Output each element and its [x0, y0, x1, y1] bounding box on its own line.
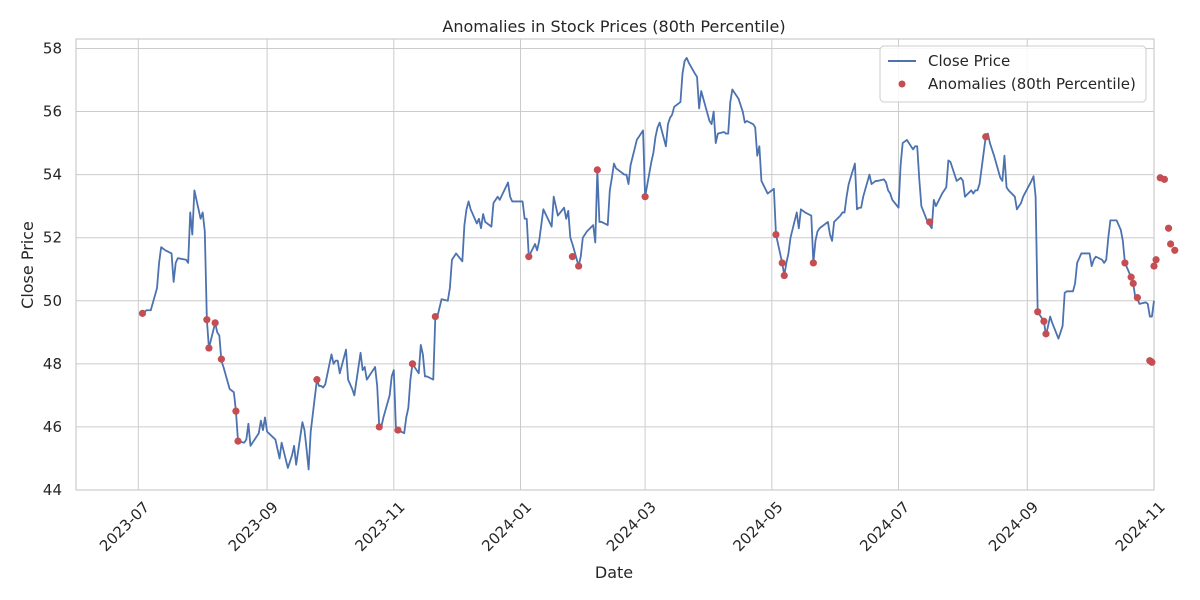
y-axis-title: Close Price — [18, 221, 37, 309]
anomaly-point — [375, 423, 383, 431]
anomaly-point — [809, 259, 817, 267]
anomaly-point — [1133, 294, 1141, 302]
x-tick-label: 2023-09 — [225, 498, 282, 555]
legend-label-anomalies: Anomalies (80th Percentile) — [928, 75, 1136, 93]
y-tick-label: 56 — [43, 103, 62, 121]
anomaly-point — [1148, 358, 1156, 366]
legend-label-close-price: Close Price — [928, 52, 1010, 70]
y-tick-label: 54 — [43, 166, 62, 184]
x-tick-label: 2024-11 — [1112, 498, 1169, 555]
anomaly-point — [234, 437, 242, 445]
x-tick-label: 2024-03 — [603, 498, 660, 555]
anomaly-point — [593, 166, 601, 174]
x-tick-label: 2024-01 — [478, 498, 535, 555]
anomaly-point — [217, 355, 225, 363]
anomaly-point — [780, 271, 788, 280]
close-price-line — [141, 57, 1155, 471]
anomaly-point — [232, 407, 240, 415]
anomaly-point — [394, 426, 402, 434]
legend: Close Price Anomalies (80th Percentile) — [879, 45, 1147, 103]
anomaly-series — [138, 133, 1179, 445]
anomaly-point — [1150, 262, 1158, 270]
anomaly-point — [1129, 279, 1137, 288]
close-price-series — [141, 57, 1155, 471]
anomaly-point — [431, 312, 439, 321]
anomaly-point — [772, 230, 780, 239]
anomaly-point — [1127, 273, 1135, 281]
anomaly-point — [1121, 259, 1129, 267]
anomaly-point — [525, 253, 533, 261]
anomaly-point — [1042, 330, 1050, 338]
x-tick-label: 2024-07 — [856, 498, 913, 555]
x-tick-label: 2023-07 — [96, 498, 153, 555]
plot-area — [75, 38, 1155, 491]
anomaly-point — [1167, 240, 1175, 248]
y-tick-label: 46 — [43, 418, 62, 436]
anomaly-point — [203, 316, 211, 324]
y-tick-label: 52 — [43, 229, 62, 247]
legend-point-swatch — [898, 80, 906, 88]
chart-title: Anomalies in Stock Prices (80th Percenti… — [442, 17, 785, 36]
x-tick-label: 2024-09 — [985, 498, 1042, 555]
anomaly-point — [568, 253, 577, 261]
grid — [76, 39, 1155, 491]
x-axis-title: Date — [595, 563, 633, 582]
anomaly-point — [778, 259, 786, 267]
x-tick-label: 2023-11 — [351, 498, 408, 555]
anomaly-point — [1152, 256, 1160, 264]
anomaly-point — [313, 376, 321, 384]
anomaly-point — [211, 319, 219, 327]
x-axis: 2023-07 2023-09 2023-11 2024-01 2024-03 2024-… — [96, 498, 1169, 555]
y-tick-label: 48 — [43, 355, 62, 373]
anomaly-point — [1040, 317, 1048, 325]
anomaly-point — [1164, 224, 1173, 232]
anomaly-point — [205, 344, 213, 352]
legend-box — [879, 45, 1147, 103]
anomaly-point — [1034, 308, 1042, 316]
anomaly-point — [138, 309, 147, 317]
anomaly-point — [408, 360, 417, 368]
y-tick-label: 44 — [43, 481, 62, 499]
anomaly-point — [641, 193, 649, 201]
x-tick-label: 2024-05 — [730, 498, 787, 555]
y-tick-label: 58 — [43, 39, 62, 57]
anomaly-point — [1171, 246, 1179, 254]
anomaly-point — [575, 262, 583, 270]
y-tick-label: 50 — [43, 292, 62, 310]
anomaly-point — [926, 218, 934, 226]
y-axis: 44 46 48 50 52 54 56 58 — [43, 39, 62, 499]
anomaly-point — [982, 133, 990, 141]
anomaly-point — [1160, 175, 1168, 183]
